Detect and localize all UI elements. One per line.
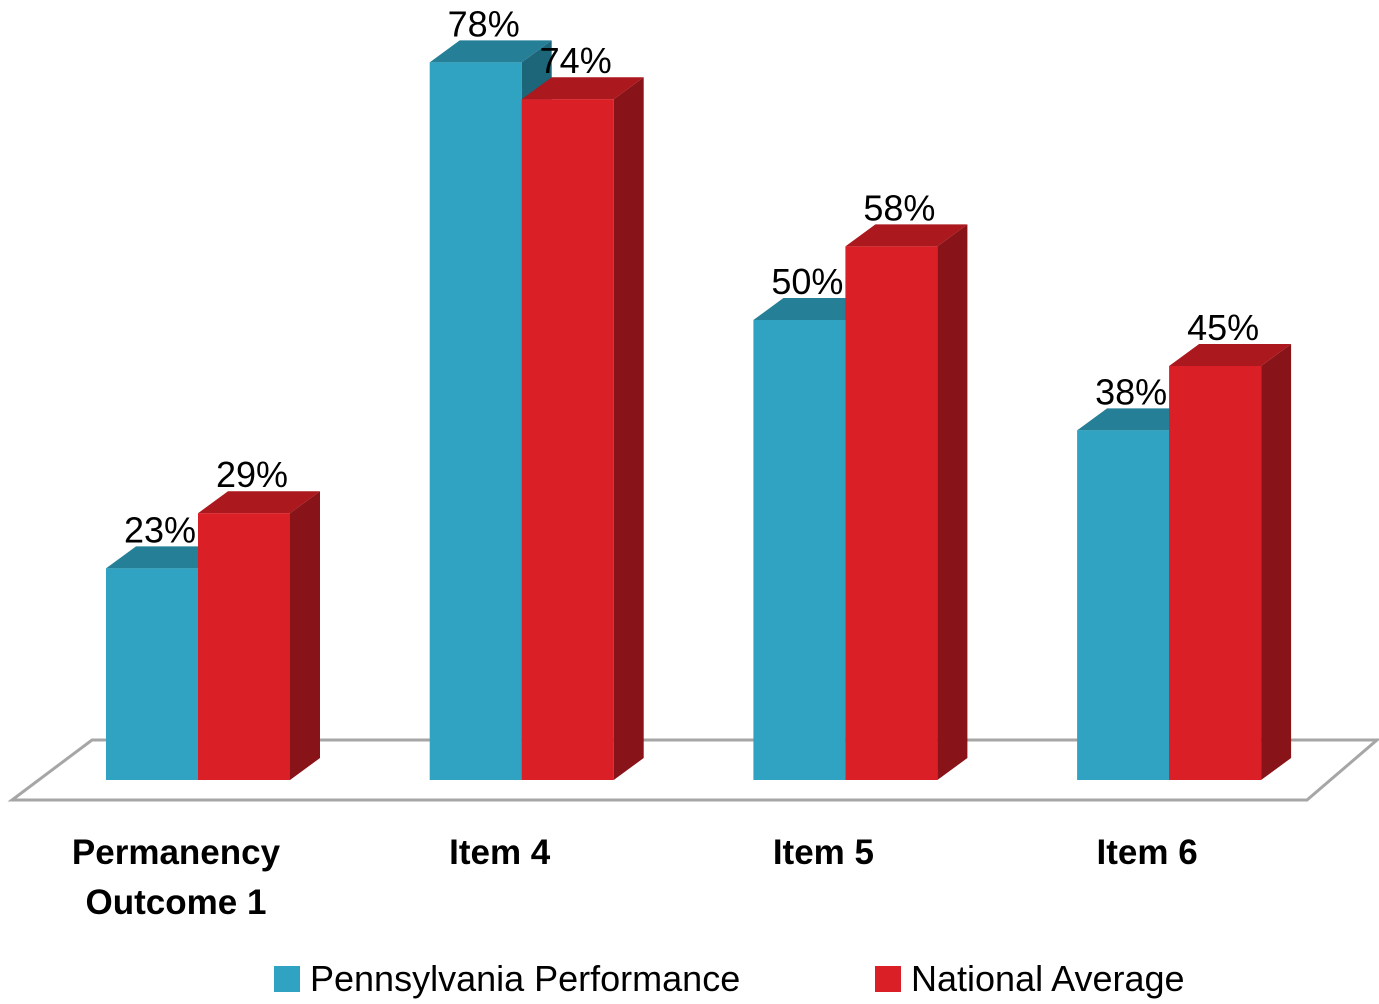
bar: [753, 320, 846, 780]
bar-top: [429, 40, 552, 63]
bar-top: [198, 491, 320, 514]
legend-label: National Average: [911, 958, 1185, 999]
bar: [429, 62, 522, 780]
bar: [198, 513, 290, 780]
bar-top: [753, 298, 876, 320]
data-label: 58%: [863, 187, 935, 228]
bar-top: [106, 546, 228, 569]
data-label: 38%: [1095, 371, 1167, 412]
floor: [7, 738, 1379, 802]
bar-side: [1261, 344, 1292, 780]
bar-top: [521, 77, 644, 100]
bar: [106, 568, 198, 780]
data-label: 78%: [448, 3, 520, 44]
bar-top: [1169, 344, 1292, 366]
data-label: 29%: [216, 454, 288, 495]
legend-swatch: [274, 966, 300, 992]
bar: [845, 246, 938, 780]
bar-side: [290, 491, 320, 780]
x-tick-label: Item 5: [772, 833, 874, 872]
legend-swatch: [875, 966, 901, 992]
bar-side: [937, 224, 968, 780]
bar: [521, 99, 614, 780]
bar-side: [613, 77, 644, 780]
data-label: 74%: [540, 40, 612, 81]
bar-top: [845, 224, 968, 247]
x-tick-label: Item 4: [449, 833, 551, 872]
data-label: 23%: [124, 509, 196, 550]
bar: [1077, 430, 1170, 780]
bar: [1169, 366, 1262, 780]
data-label: 45%: [1187, 307, 1259, 348]
bar-top: [1077, 408, 1200, 431]
x-tick-label: Item 6: [1096, 833, 1198, 872]
data-label: 50%: [771, 261, 843, 302]
legend-label: Pennsylvania Performance: [310, 958, 740, 999]
x-tick-label: Permanency Outcome 1: [71, 833, 281, 922]
